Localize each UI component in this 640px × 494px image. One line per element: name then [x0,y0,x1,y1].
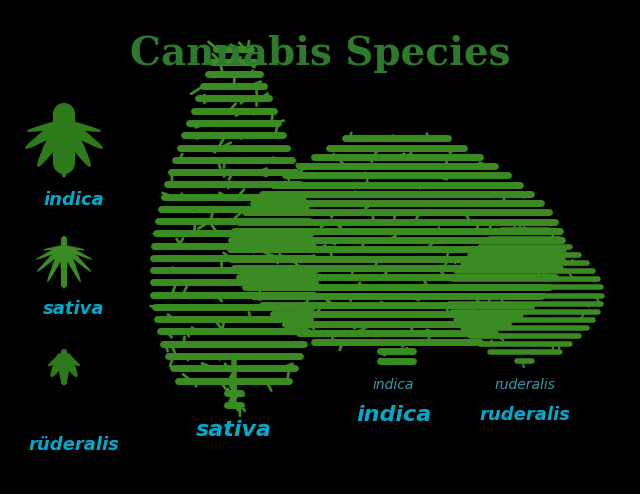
PathPatch shape [56,121,91,167]
Text: sativa: sativa [43,300,104,318]
PathPatch shape [62,245,92,260]
PathPatch shape [63,119,101,132]
PathPatch shape [43,245,65,250]
Text: ruderalis: ruderalis [479,406,570,424]
PathPatch shape [36,245,67,272]
PathPatch shape [47,353,67,367]
PathPatch shape [58,354,77,377]
Text: indica: indica [373,378,414,392]
PathPatch shape [59,119,103,149]
Text: indica: indica [356,405,431,425]
PathPatch shape [60,246,81,283]
PathPatch shape [37,121,72,167]
Text: indica: indica [44,191,104,209]
PathPatch shape [61,245,92,272]
PathPatch shape [60,247,68,289]
PathPatch shape [63,245,85,250]
Text: ruderalis: ruderalis [494,378,556,392]
PathPatch shape [25,119,69,149]
PathPatch shape [51,354,70,377]
PathPatch shape [47,246,68,283]
Text: Cannabis Species: Cannabis Species [130,35,510,73]
PathPatch shape [61,353,81,367]
PathPatch shape [56,356,72,385]
PathPatch shape [54,124,74,178]
PathPatch shape [27,119,65,132]
Text: sativa: sativa [196,420,271,440]
Text: rüderalis: rüderalis [28,436,119,453]
PathPatch shape [36,245,66,260]
